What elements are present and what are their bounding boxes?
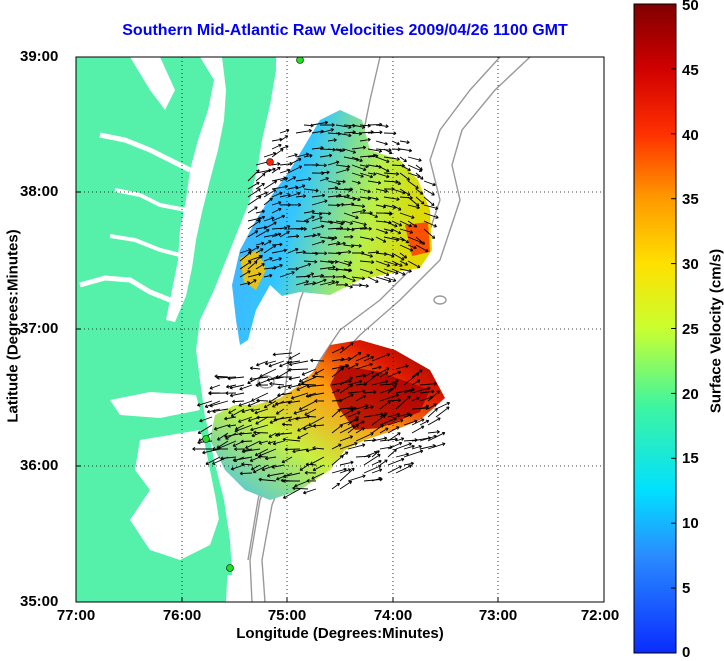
- colorbar-tick-label: 20: [682, 386, 699, 403]
- colorbar-tick-label: 45: [682, 62, 699, 79]
- colorbar-label: Surface Velocity (cm/s): [708, 249, 724, 413]
- colorbar-gradient: [634, 4, 676, 653]
- colorbar-tick-label: 35: [682, 191, 699, 208]
- station-marker: [203, 436, 210, 443]
- colorbar-tick-label: 5: [682, 580, 690, 597]
- y-tick-label: 39:00: [20, 48, 58, 65]
- colorbar-tick-label: 0: [682, 644, 690, 661]
- station-marker: [227, 565, 234, 572]
- x-tick-label: 77:00: [57, 607, 95, 624]
- x-axis-label: Longitude (Degrees:Minutes): [236, 625, 444, 642]
- x-tick-label: 75:00: [268, 607, 306, 624]
- x-tick-label: 76:00: [163, 607, 201, 624]
- colorbar-tick-label: 30: [682, 256, 699, 273]
- x-tick-label: 73:00: [479, 607, 517, 624]
- colorbar-tick-label: 25: [682, 321, 699, 338]
- station-marker: [297, 57, 304, 64]
- y-tick-label: 38:00: [20, 183, 58, 200]
- station-marker: [267, 159, 274, 166]
- x-tick-label: 74:00: [374, 607, 412, 624]
- y-tick-label: 35:00: [20, 593, 58, 610]
- y-tick-label: 37:00: [20, 320, 58, 337]
- colorbar-tick-label: 40: [682, 127, 699, 144]
- y-tick-label: 36:00: [20, 457, 58, 474]
- x-tick-label: 72:00: [581, 607, 619, 624]
- colorbar-tick-label: 10: [682, 515, 699, 532]
- colorbar-tick-label: 15: [682, 450, 699, 467]
- colorbar-tick-label: 50: [682, 0, 699, 14]
- y-axis-label: Latitude (Degrees:Minutes): [5, 229, 22, 422]
